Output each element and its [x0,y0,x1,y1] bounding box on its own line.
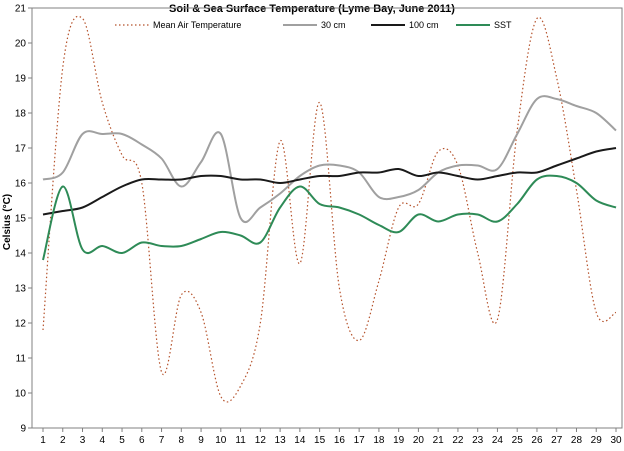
y-tick-label: 9 [20,424,26,435]
y-tick-label: 20 [15,39,27,50]
x-tick-label: 7 [159,435,165,446]
x-tick-label: 27 [551,435,563,446]
legend-label-30-cm: 30 cm [321,20,346,30]
x-tick-label: 19 [393,435,405,446]
x-tick-label: 29 [591,435,603,446]
x-axis: 1 2 3 4 5 6 7 8 9 10 11 12 13 14 15 16 17 18 19 20 21 22 23 24 2… [40,428,622,446]
x-tick-label: 10 [215,435,227,446]
series-line-mean-air-temperature [42,15,617,403]
legend-label-sst: SST [494,20,512,30]
y-tick-label: 19 [15,74,27,85]
y-tick-label: 16 [15,179,27,190]
x-tick-label: 9 [198,435,204,446]
plot-border [31,7,623,429]
x-tick-label: 17 [354,435,366,446]
series-line-100-cm [42,147,617,216]
x-tick-label: 24 [492,435,504,446]
y-tick-label: 15 [15,214,27,225]
x-tick-label: 26 [531,435,543,446]
x-tick-label: 22 [452,435,464,446]
x-tick-label: 8 [179,435,185,446]
legend-label-mean-air-temperature: Mean Air Temperature [153,20,241,30]
y-tick-label: 21 [15,4,27,15]
x-tick-label: 28 [571,435,583,446]
series-line-30-cm [42,95,617,224]
y-axis: 9 10 11 12 13 14 15 16 17 18 19 20 21 [15,4,32,435]
x-tick-label: 3 [80,435,86,446]
series-layer [42,15,617,403]
y-tick-label: 10 [15,389,27,400]
x-tick-label: 21 [433,435,445,446]
x-tick-label: 1 [40,435,46,446]
y-tick-label: 14 [15,249,27,260]
x-tick-label: 6 [139,435,145,446]
x-tick-label: 2 [60,435,66,446]
legend: Mean Air Temperature 30 cm 100 cm SST [115,20,512,30]
x-tick-label: 20 [413,435,425,446]
x-tick-label: 13 [275,435,287,446]
y-tick-label: 11 [16,354,27,365]
y-tick-label: 17 [15,144,27,155]
y-tick-label: 18 [15,109,27,120]
chart-title: Soil & Sea Surface Temperature (Lyme Bay… [169,3,455,15]
x-tick-label: 12 [255,435,267,446]
x-tick-label: 25 [512,435,524,446]
plot-area [31,7,623,429]
x-tick-label: 16 [334,435,346,446]
x-tick-label: 15 [314,435,326,446]
x-tick-label: 5 [119,435,125,446]
legend-label-100-cm: 100 cm [409,20,439,30]
series-line-sst [42,174,617,261]
y-tick-label: 13 [15,284,27,295]
y-axis-title: Celsius (°C) [2,194,13,250]
y-tick-label: 12 [15,319,27,330]
x-tick-label: 23 [472,435,484,446]
x-tick-label: 18 [373,435,385,446]
x-tick-label: 14 [294,435,306,446]
x-tick-label: 30 [610,435,622,446]
x-tick-label: 4 [99,435,105,446]
x-tick-label: 11 [235,435,246,446]
